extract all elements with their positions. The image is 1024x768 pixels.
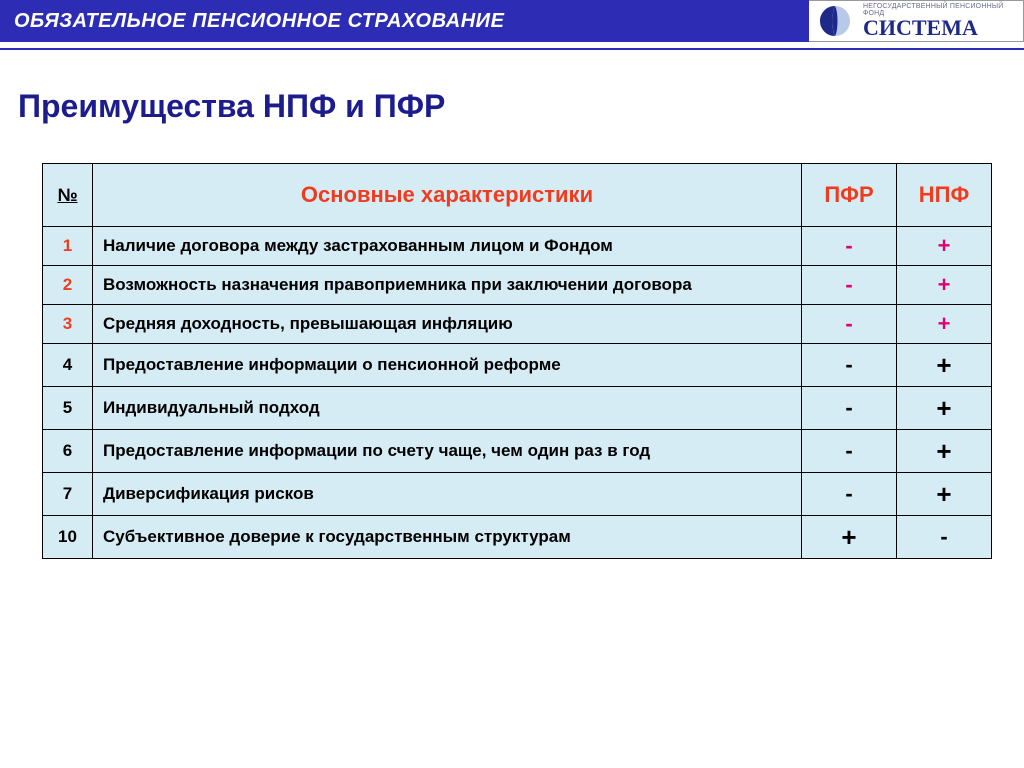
row-value: - bbox=[897, 516, 992, 559]
row-description: Диверсификация рисков bbox=[93, 473, 802, 516]
table-row: 4Предоставление информации о пенсионной … bbox=[43, 344, 992, 387]
row-description: Возможность назначения правоприемника пр… bbox=[93, 266, 802, 305]
row-description: Субъективное доверие к государственным с… bbox=[93, 516, 802, 559]
row-number: 5 bbox=[43, 387, 93, 430]
row-value: - bbox=[802, 266, 897, 305]
row-value: - bbox=[802, 473, 897, 516]
row-value: - bbox=[802, 430, 897, 473]
row-value: + bbox=[897, 227, 992, 266]
row-description: Предоставление информации о пенсионной р… bbox=[93, 344, 802, 387]
slide-title: Преимущества НПФ и ПФР bbox=[18, 88, 1024, 125]
comparison-table-wrap: № Основные характеристики ПФР НПФ 1Налич… bbox=[42, 163, 992, 559]
row-value: + bbox=[897, 473, 992, 516]
row-value: + bbox=[897, 266, 992, 305]
row-value: + bbox=[802, 516, 897, 559]
top-bar-title: ОБЯЗАТЕЛЬНОЕ ПЕНСИОННОЕ СТРАХОВАНИЕ bbox=[14, 10, 504, 33]
row-value: + bbox=[897, 430, 992, 473]
col-header-pfr: ПФР bbox=[802, 164, 897, 227]
row-number: 10 bbox=[43, 516, 93, 559]
table-row: 3Средняя доходность, превышающая инфляци… bbox=[43, 305, 992, 344]
col-header-npf: НПФ bbox=[897, 164, 992, 227]
table-row: 5Индивидуальный подход-+ bbox=[43, 387, 992, 430]
table-row: 2Возможность назначения правоприемника п… bbox=[43, 266, 992, 305]
row-number: 3 bbox=[43, 305, 93, 344]
row-number: 7 bbox=[43, 473, 93, 516]
logo-block: НЕГОСУДАРСТВЕННЫЙ ПЕНСИОННЫЙ ФОНД СИСТЕМ… bbox=[809, 0, 1024, 42]
row-description: Предоставление информации по счету чаще,… bbox=[93, 430, 802, 473]
row-value: + bbox=[897, 344, 992, 387]
row-description: Индивидуальный подход bbox=[93, 387, 802, 430]
row-description: Наличие договора между застрахованным ли… bbox=[93, 227, 802, 266]
logo-name: СИСТЕМА bbox=[863, 17, 1017, 39]
top-bar-title-area: ОБЯЗАТЕЛЬНОЕ ПЕНСИОННОЕ СТРАХОВАНИЕ bbox=[0, 0, 809, 42]
col-header-num: № bbox=[43, 164, 93, 227]
divider-line bbox=[0, 48, 1024, 50]
row-value: + bbox=[897, 387, 992, 430]
row-number: 6 bbox=[43, 430, 93, 473]
row-number: 2 bbox=[43, 266, 93, 305]
row-value: + bbox=[897, 305, 992, 344]
table-body: 1Наличие договора между застрахованным л… bbox=[43, 227, 992, 559]
row-number: 1 bbox=[43, 227, 93, 266]
table-row: 6Предоставление информации по счету чаще… bbox=[43, 430, 992, 473]
row-description: Средняя доходность, превышающая инфляцию bbox=[93, 305, 802, 344]
table-header-row: № Основные характеристики ПФР НПФ bbox=[43, 164, 992, 227]
row-value: - bbox=[802, 227, 897, 266]
logo-text: НЕГОСУДАРСТВЕННЫЙ ПЕНСИОННЫЙ ФОНД СИСТЕМ… bbox=[863, 3, 1017, 39]
row-number: 4 bbox=[43, 344, 93, 387]
comparison-table: № Основные характеристики ПФР НПФ 1Налич… bbox=[42, 163, 992, 559]
row-value: - bbox=[802, 344, 897, 387]
table-row: 7Диверсификация рисков-+ bbox=[43, 473, 992, 516]
table-row: 10Субъективное доверие к государственным… bbox=[43, 516, 992, 559]
row-value: - bbox=[802, 305, 897, 344]
logo-icon bbox=[815, 0, 855, 42]
row-value: - bbox=[802, 387, 897, 430]
col-header-desc: Основные характеристики bbox=[93, 164, 802, 227]
top-bar: ОБЯЗАТЕЛЬНОЕ ПЕНСИОННОЕ СТРАХОВАНИЕ НЕГО… bbox=[0, 0, 1024, 42]
table-row: 1Наличие договора между застрахованным л… bbox=[43, 227, 992, 266]
